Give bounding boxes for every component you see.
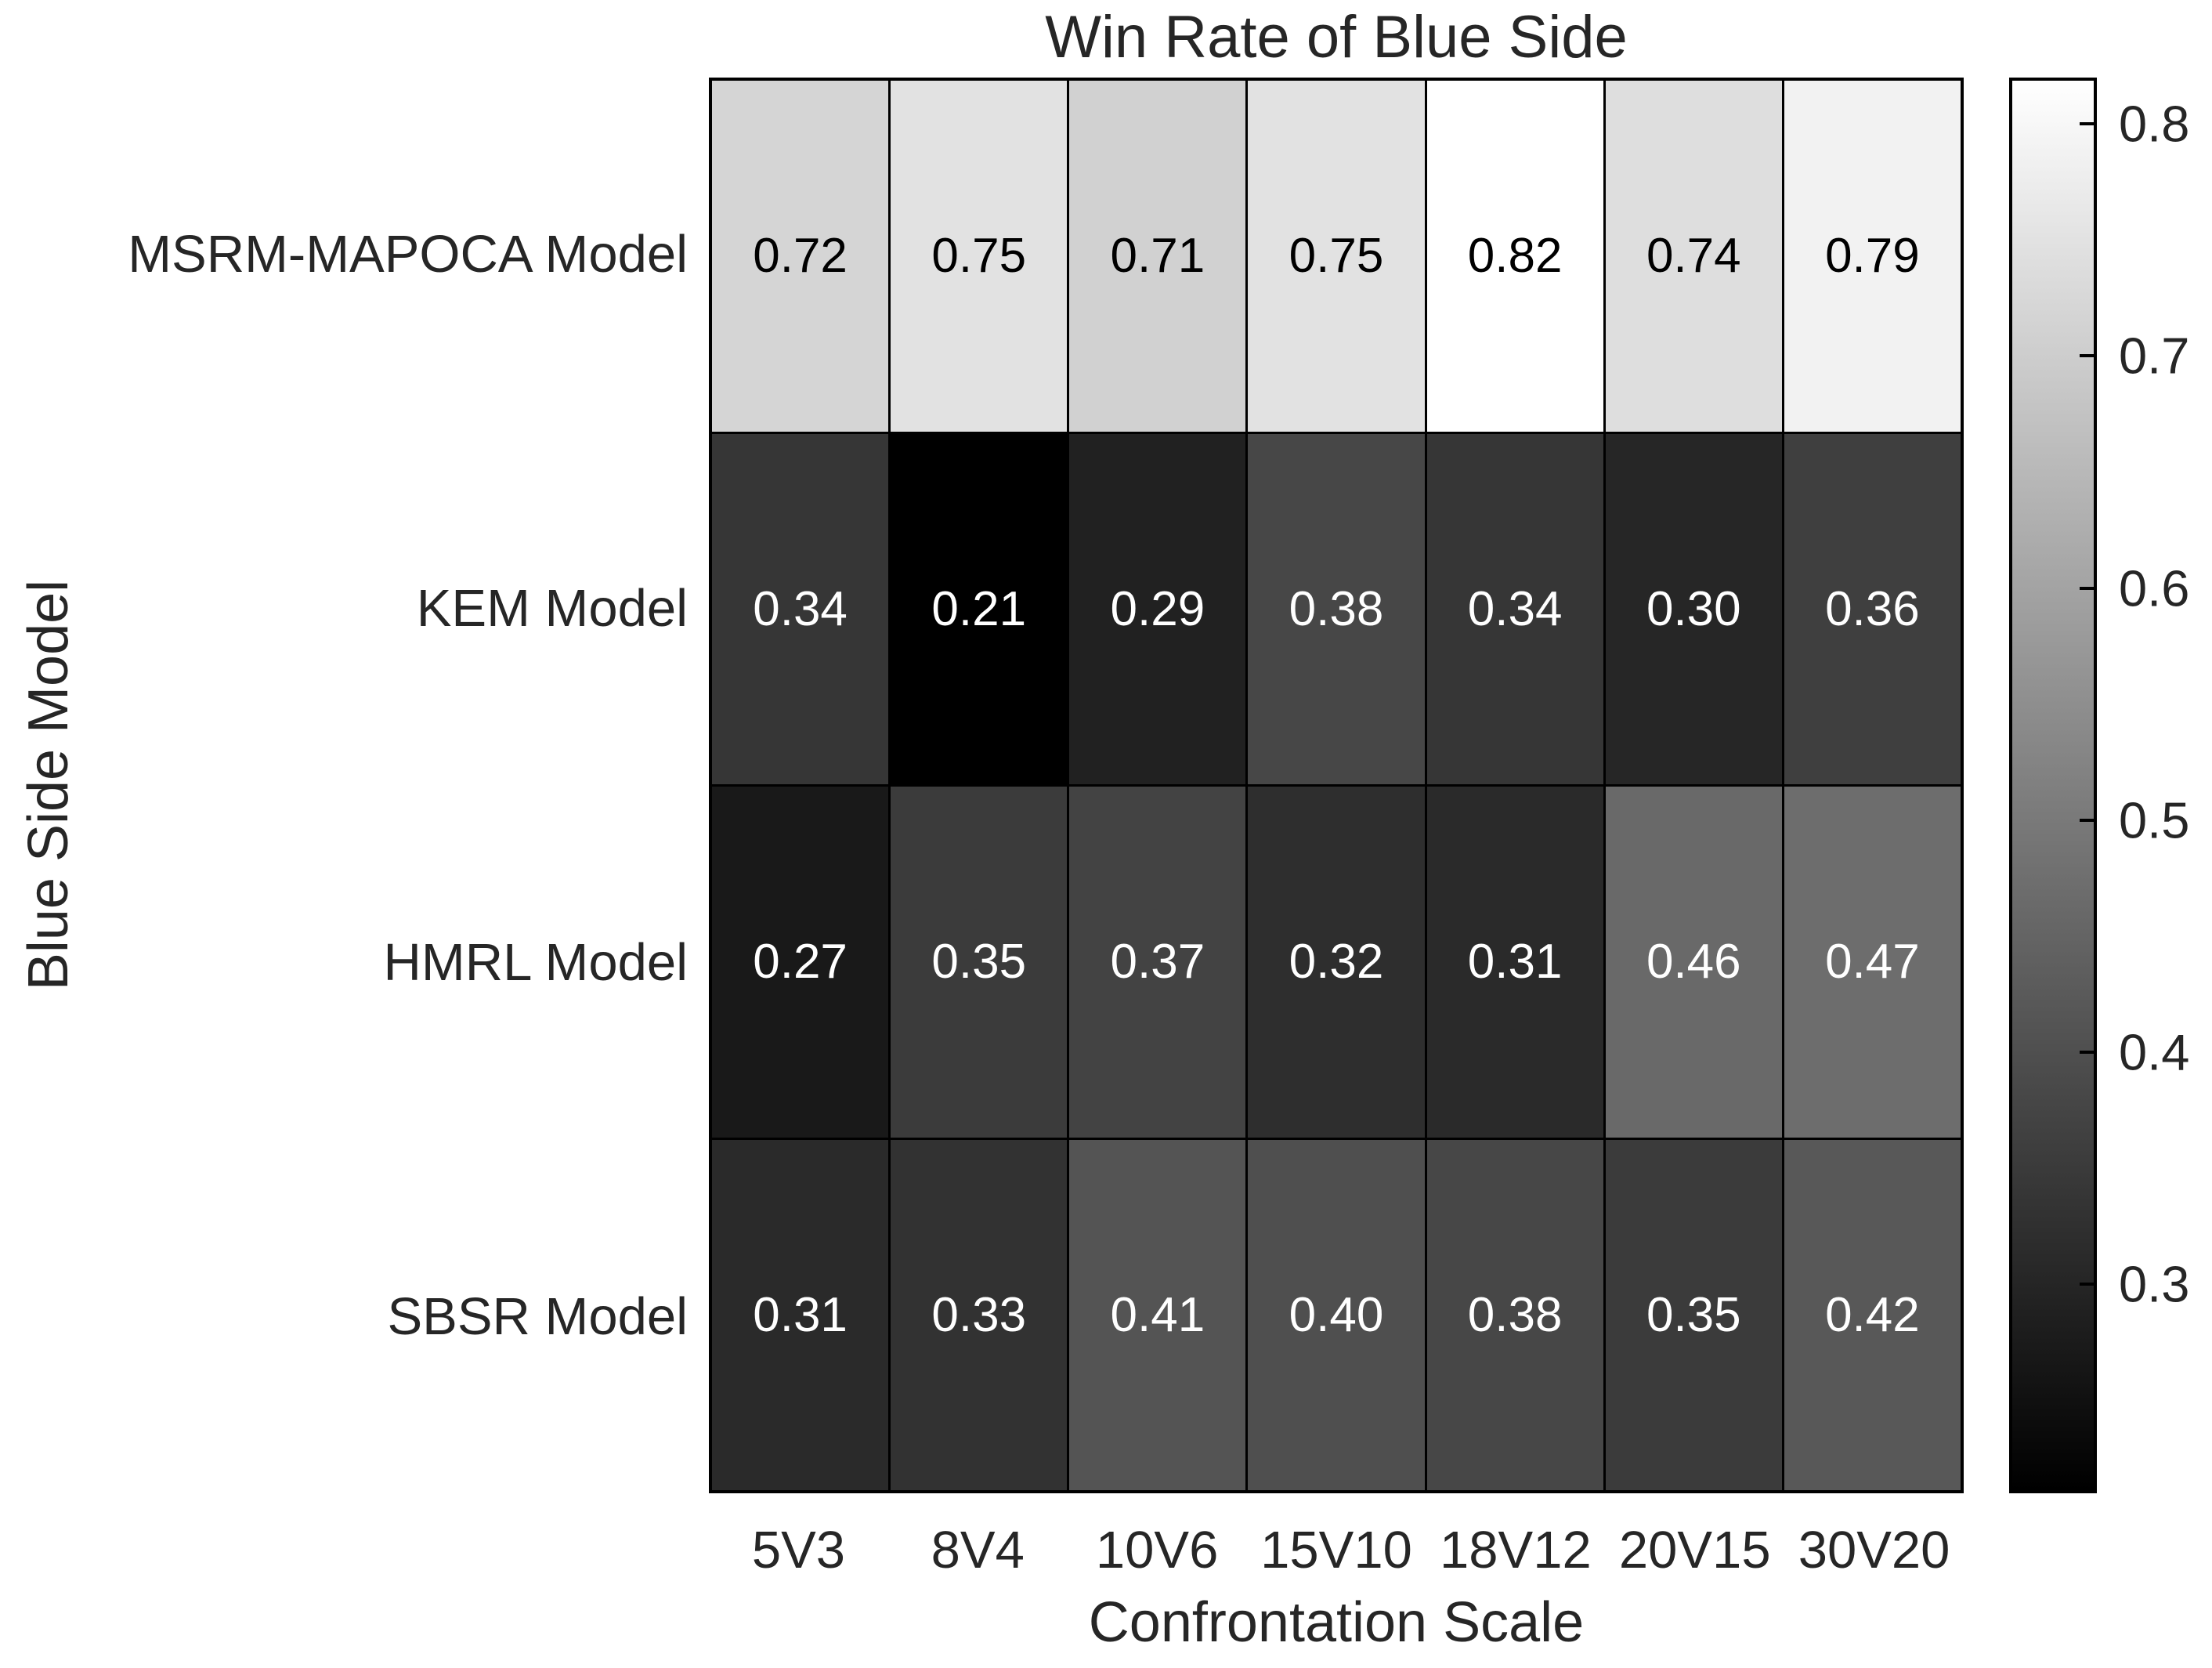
col-label-3: 15V10 <box>1260 1521 1412 1579</box>
heatmap-cell-r0-c0: 0.72 <box>712 81 889 432</box>
colorbar-tick-0.3 <box>2080 1283 2094 1286</box>
colorbar: 0.8 0.7 0.6 0.5 0.4 0.3 <box>2009 78 2212 1493</box>
heatmap-cell-r0-c5: 0.74 <box>1605 81 1782 432</box>
heatmap-cell-r1-c5: 0.30 <box>1605 433 1782 784</box>
colorbar-tick-0.8 <box>2080 122 2094 126</box>
colorbar-tick-label-0.5: 0.5 <box>2119 791 2190 849</box>
heatmap-cell-r3-c6: 0.42 <box>1784 1139 1961 1490</box>
heatmap-cell-r2-c1: 0.35 <box>891 787 1068 1138</box>
col-label-0: 5V3 <box>751 1521 846 1579</box>
heatmap-cell-r0-c4: 0.82 <box>1426 81 1603 432</box>
colorbar-tick-label-0.3: 0.3 <box>2119 1255 2190 1313</box>
heatmap-cell-r1-c6: 0.36 <box>1784 433 1961 784</box>
colorbar-tick-label-0.7: 0.7 <box>2119 327 2190 385</box>
colorbar-tick-0.4 <box>2080 1051 2094 1055</box>
heatmap-cell-r0-c1: 0.75 <box>891 81 1068 432</box>
heatmap-cell-r2-c0: 0.27 <box>712 787 889 1138</box>
col-label-2: 10V6 <box>1095 1521 1219 1579</box>
heatmap-cell-r1-c2: 0.29 <box>1069 433 1246 784</box>
heatmap-cell-r2-c4: 0.31 <box>1426 787 1603 1138</box>
heatmap-cell-r2-c6: 0.47 <box>1784 787 1961 1138</box>
heatmap-cell-r3-c2: 0.41 <box>1069 1139 1246 1490</box>
colorbar-tick-label-0.4: 0.4 <box>2119 1023 2190 1081</box>
heatmap-cell-r3-c1: 0.33 <box>891 1139 1068 1490</box>
heatmap-cell-r3-c0: 0.31 <box>712 1139 889 1490</box>
heatmap-cell-r0-c6: 0.79 <box>1784 81 1961 432</box>
colorbar-tick-0.5 <box>2080 818 2094 822</box>
colorbar-gradient <box>2009 78 2097 1493</box>
heatmap-cell-r0-c3: 0.75 <box>1248 81 1425 432</box>
col-label-4: 18V12 <box>1439 1521 1592 1579</box>
col-label-6: 30V20 <box>1798 1521 1950 1579</box>
heatmap-cell-r1-c3: 0.38 <box>1248 433 1425 784</box>
y-tick-labels: MSRM-MAPOCA Model KEM Model HMRL Model SBSR… <box>0 78 688 1493</box>
colorbar-tick-0.7 <box>2080 354 2094 358</box>
heatmap-cell-r0-c2: 0.71 <box>1069 81 1246 432</box>
row-label-0: MSRM-MAPOCA Model <box>128 225 688 284</box>
heatmap-cell-r1-c4: 0.34 <box>1426 433 1603 784</box>
heatmap-cell-r3-c3: 0.40 <box>1248 1139 1425 1490</box>
colorbar-tick-label-0.6: 0.6 <box>2119 559 2190 617</box>
heatmap-cell-r2-c2: 0.37 <box>1069 787 1246 1138</box>
heatmap-cell-r1-c0: 0.34 <box>712 433 889 784</box>
col-label-1: 8V4 <box>931 1521 1025 1579</box>
row-label-2: HMRL Model <box>383 932 688 992</box>
heatmap-cell-r1-c1: 0.21 <box>891 433 1068 784</box>
x-axis-label: Confrontation Scale <box>1088 1591 1585 1654</box>
heatmap-cell-r3-c4: 0.38 <box>1426 1139 1603 1490</box>
heatmap-cell-r3-c5: 0.35 <box>1605 1139 1782 1490</box>
col-label-5: 20V15 <box>1618 1521 1771 1579</box>
heatmap-grid: 0.72 0.75 0.71 0.75 0.82 0.74 0.79 0.34 0.21 0.29… <box>709 78 1964 1493</box>
row-label-1: KEM Model <box>416 579 688 639</box>
heatmap-cell-r2-c5: 0.46 <box>1605 787 1782 1138</box>
chart-title: Win Rate of Blue Side <box>1045 4 1628 71</box>
colorbar-tick-0.6 <box>2080 586 2094 590</box>
row-label-3: SBSR Model <box>387 1286 688 1346</box>
x-tick-labels: 5V3 8V4 10V6 15V10 18V12 20V15 30V20 <box>709 1493 1964 1607</box>
heatmap-cell-r2-c3: 0.32 <box>1248 787 1425 1138</box>
colorbar-tick-label-0.8: 0.8 <box>2119 95 2190 153</box>
y-axis-label: Blue Side Model <box>17 579 80 991</box>
